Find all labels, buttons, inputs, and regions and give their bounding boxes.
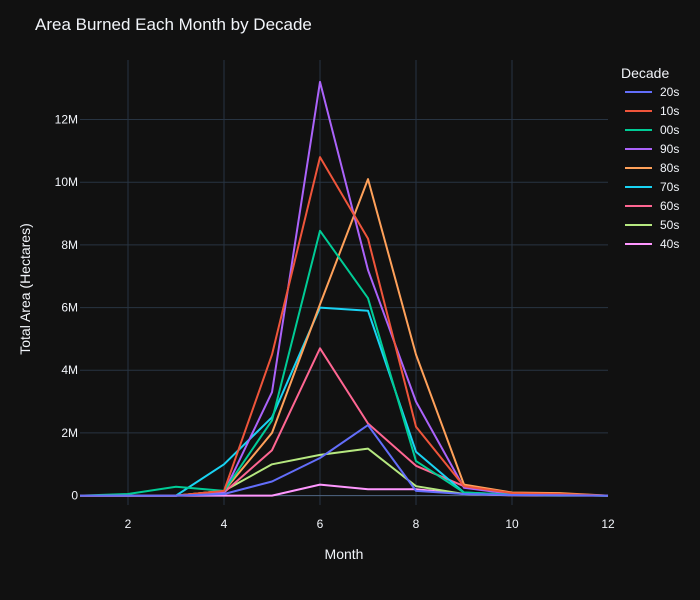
y-tick-label: 8M bbox=[61, 238, 78, 252]
y-tick-label: 0 bbox=[71, 489, 78, 503]
legend-title: Decade bbox=[621, 65, 669, 81]
series-line-20s bbox=[80, 424, 609, 497]
y-tick-label: 2M bbox=[61, 426, 78, 440]
y-axis-label: Total Area (Hectares) bbox=[17, 223, 33, 355]
legend: Decade 20s 10s 00s 90s 80s 70s 60s 50s 40s bbox=[621, 65, 679, 251]
x-axis-label: Month bbox=[325, 546, 364, 562]
grid bbox=[80, 60, 608, 505]
legend-label-50s: 50s bbox=[660, 218, 679, 232]
legend-label-10s: 10s bbox=[660, 104, 679, 118]
series-lines bbox=[79, 80, 609, 497]
legend-items: 20s 10s 00s 90s 80s 70s 60s 50s 40s bbox=[625, 85, 679, 251]
y-tick-label: 10M bbox=[55, 175, 78, 189]
y-tick-label: 12M bbox=[55, 113, 78, 127]
legend-label-80s: 80s bbox=[660, 161, 679, 175]
x-tick-label: 6 bbox=[317, 517, 324, 531]
x-axis-ticks: 2 4 6 8 10 12 bbox=[125, 517, 615, 531]
legend-label-20s: 20s bbox=[660, 85, 679, 99]
chart-title: Area Burned Each Month by Decade bbox=[35, 15, 312, 34]
legend-label-70s: 70s bbox=[660, 180, 679, 194]
x-tick-label: 12 bbox=[601, 517, 615, 531]
legend-label-60s: 60s bbox=[660, 199, 679, 213]
x-tick-label: 10 bbox=[505, 517, 519, 531]
x-tick-label: 8 bbox=[413, 517, 420, 531]
legend-label-40s: 40s bbox=[660, 237, 679, 251]
legend-label-00s: 00s bbox=[660, 123, 679, 137]
x-tick-label: 4 bbox=[221, 517, 228, 531]
y-axis-ticks: 0 2M 4M 6M 8M 10M 12M bbox=[55, 113, 79, 503]
y-tick-label: 6M bbox=[61, 301, 78, 315]
x-tick-label: 2 bbox=[125, 517, 132, 531]
legend-label-90s: 90s bbox=[660, 142, 679, 156]
y-tick-label: 4M bbox=[61, 363, 78, 377]
